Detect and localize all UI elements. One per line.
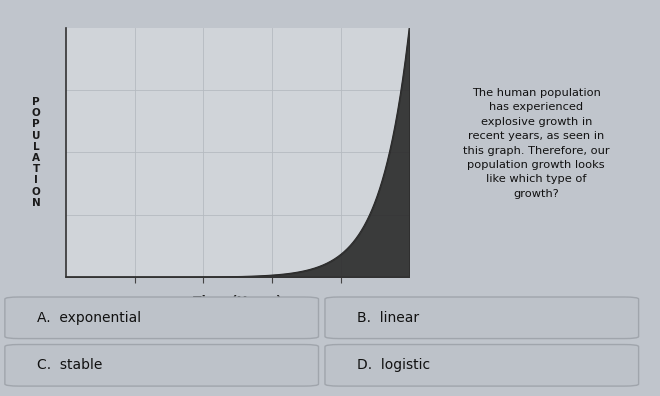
Text: C.  stable: C. stable [37, 358, 102, 372]
FancyBboxPatch shape [5, 297, 319, 339]
Text: D.  logistic: D. logistic [357, 358, 430, 372]
FancyBboxPatch shape [325, 297, 639, 339]
Text: The human population
has experienced
explosive growth in
recent years, as seen i: The human population has experienced exp… [463, 88, 610, 199]
X-axis label: Time (Years): Time (Years) [193, 295, 282, 308]
Text: B.  linear: B. linear [357, 311, 419, 325]
Text: P
O
P
U
L
A
T
I
O
N: P O P U L A T I O N [32, 97, 41, 208]
FancyBboxPatch shape [5, 345, 319, 386]
FancyBboxPatch shape [325, 345, 639, 386]
Text: A.  exponential: A. exponential [37, 311, 141, 325]
